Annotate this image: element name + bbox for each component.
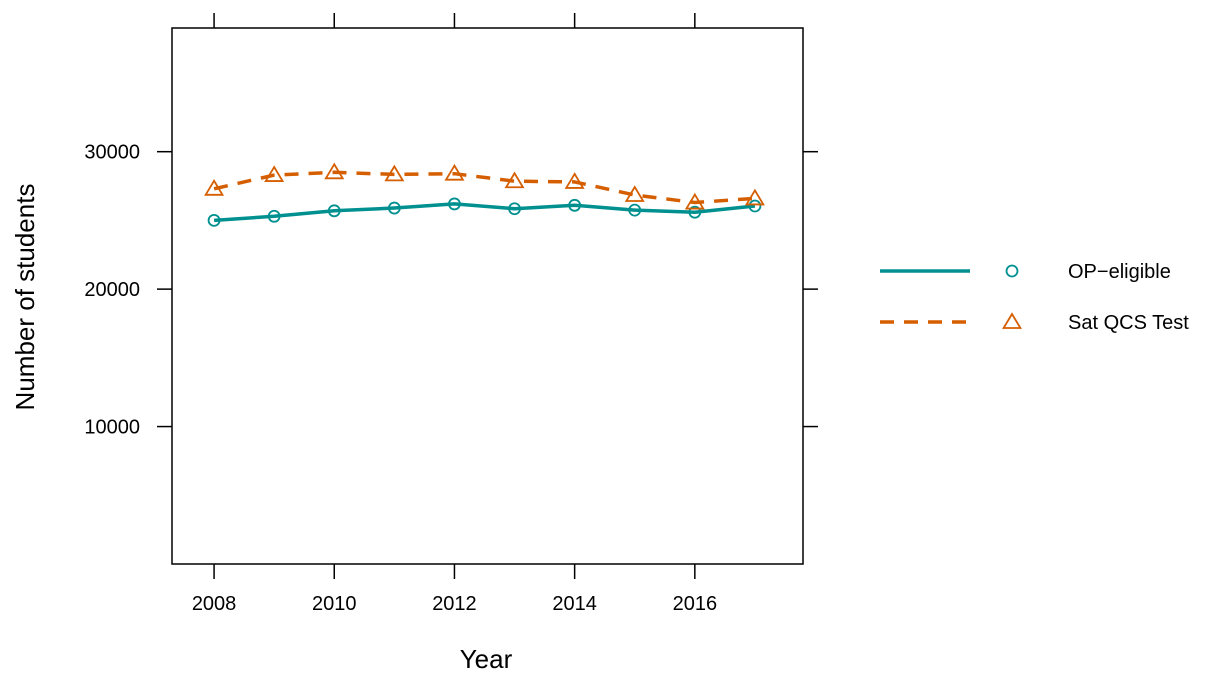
data-point	[684, 192, 705, 210]
data-point	[448, 197, 461, 211]
legend: OP−eligible Sat QCS Test	[880, 261, 1189, 334]
legend-marker-swatch	[1002, 312, 1022, 329]
y-tick-label: 10000	[84, 417, 140, 439]
plot-panel	[171, 27, 804, 565]
plot-frame	[171, 27, 804, 565]
y-axis-title: Number of students	[10, 184, 40, 411]
data-point	[624, 185, 645, 202]
data-point	[504, 171, 525, 189]
legend-marker-swatch	[1005, 264, 1019, 278]
data-point	[564, 172, 585, 189]
x-axis-title: Year	[460, 644, 513, 674]
legend-label: OP−eligible	[1068, 261, 1171, 283]
series-1	[204, 162, 765, 210]
x-tick-label: 2008	[192, 593, 237, 615]
data-point	[384, 164, 405, 182]
data-point	[508, 202, 521, 216]
x-tick-label: 2012	[432, 593, 477, 615]
data-point	[327, 204, 341, 218]
legend-label: Sat QCS Test	[1068, 312, 1189, 334]
x-tick-label: 2016	[673, 593, 718, 615]
data-point	[267, 209, 281, 223]
x-tick-label: 2014	[552, 593, 597, 615]
data-point	[207, 214, 221, 227]
data-point	[688, 205, 702, 219]
series-layer	[204, 162, 765, 227]
data-point	[387, 201, 401, 215]
data-point	[628, 203, 642, 217]
data-point	[444, 163, 465, 181]
series-line	[213, 202, 756, 223]
data-point	[568, 198, 582, 212]
data-point	[744, 188, 765, 206]
series-0	[207, 197, 762, 227]
series-line	[213, 170, 756, 205]
data-point	[204, 179, 225, 196]
x-tick-label: 2010	[312, 593, 357, 615]
data-point	[324, 162, 345, 180]
y-tick-label: 20000	[84, 279, 140, 301]
y-tick-label: 30000	[84, 142, 140, 164]
data-point	[264, 165, 285, 182]
axes: 2008 2010 2012 2014 2016 10000 20000 30000	[84, 13, 818, 615]
data-point	[748, 199, 762, 213]
